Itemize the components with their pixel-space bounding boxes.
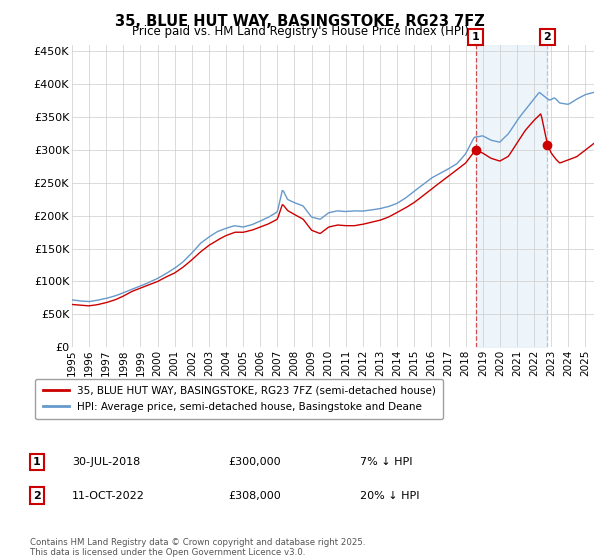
Text: Contains HM Land Registry data © Crown copyright and database right 2025.
This d: Contains HM Land Registry data © Crown c… [30, 538, 365, 557]
Text: £300,000: £300,000 [228, 457, 281, 467]
Text: 20% ↓ HPI: 20% ↓ HPI [360, 491, 419, 501]
Text: 1: 1 [33, 457, 41, 467]
Text: £308,000: £308,000 [228, 491, 281, 501]
Text: Price paid vs. HM Land Registry's House Price Index (HPI): Price paid vs. HM Land Registry's House … [131, 25, 469, 38]
Text: 1: 1 [472, 32, 479, 42]
Text: 2: 2 [544, 32, 551, 42]
Legend: 35, BLUE HUT WAY, BASINGSTOKE, RG23 7FZ (semi-detached house), HPI: Average pric: 35, BLUE HUT WAY, BASINGSTOKE, RG23 7FZ … [35, 379, 443, 419]
Text: 7% ↓ HPI: 7% ↓ HPI [360, 457, 413, 467]
Text: 30-JUL-2018: 30-JUL-2018 [72, 457, 140, 467]
Text: 35, BLUE HUT WAY, BASINGSTOKE, RG23 7FZ: 35, BLUE HUT WAY, BASINGSTOKE, RG23 7FZ [115, 14, 485, 29]
Text: 11-OCT-2022: 11-OCT-2022 [72, 491, 145, 501]
Text: 2: 2 [33, 491, 41, 501]
